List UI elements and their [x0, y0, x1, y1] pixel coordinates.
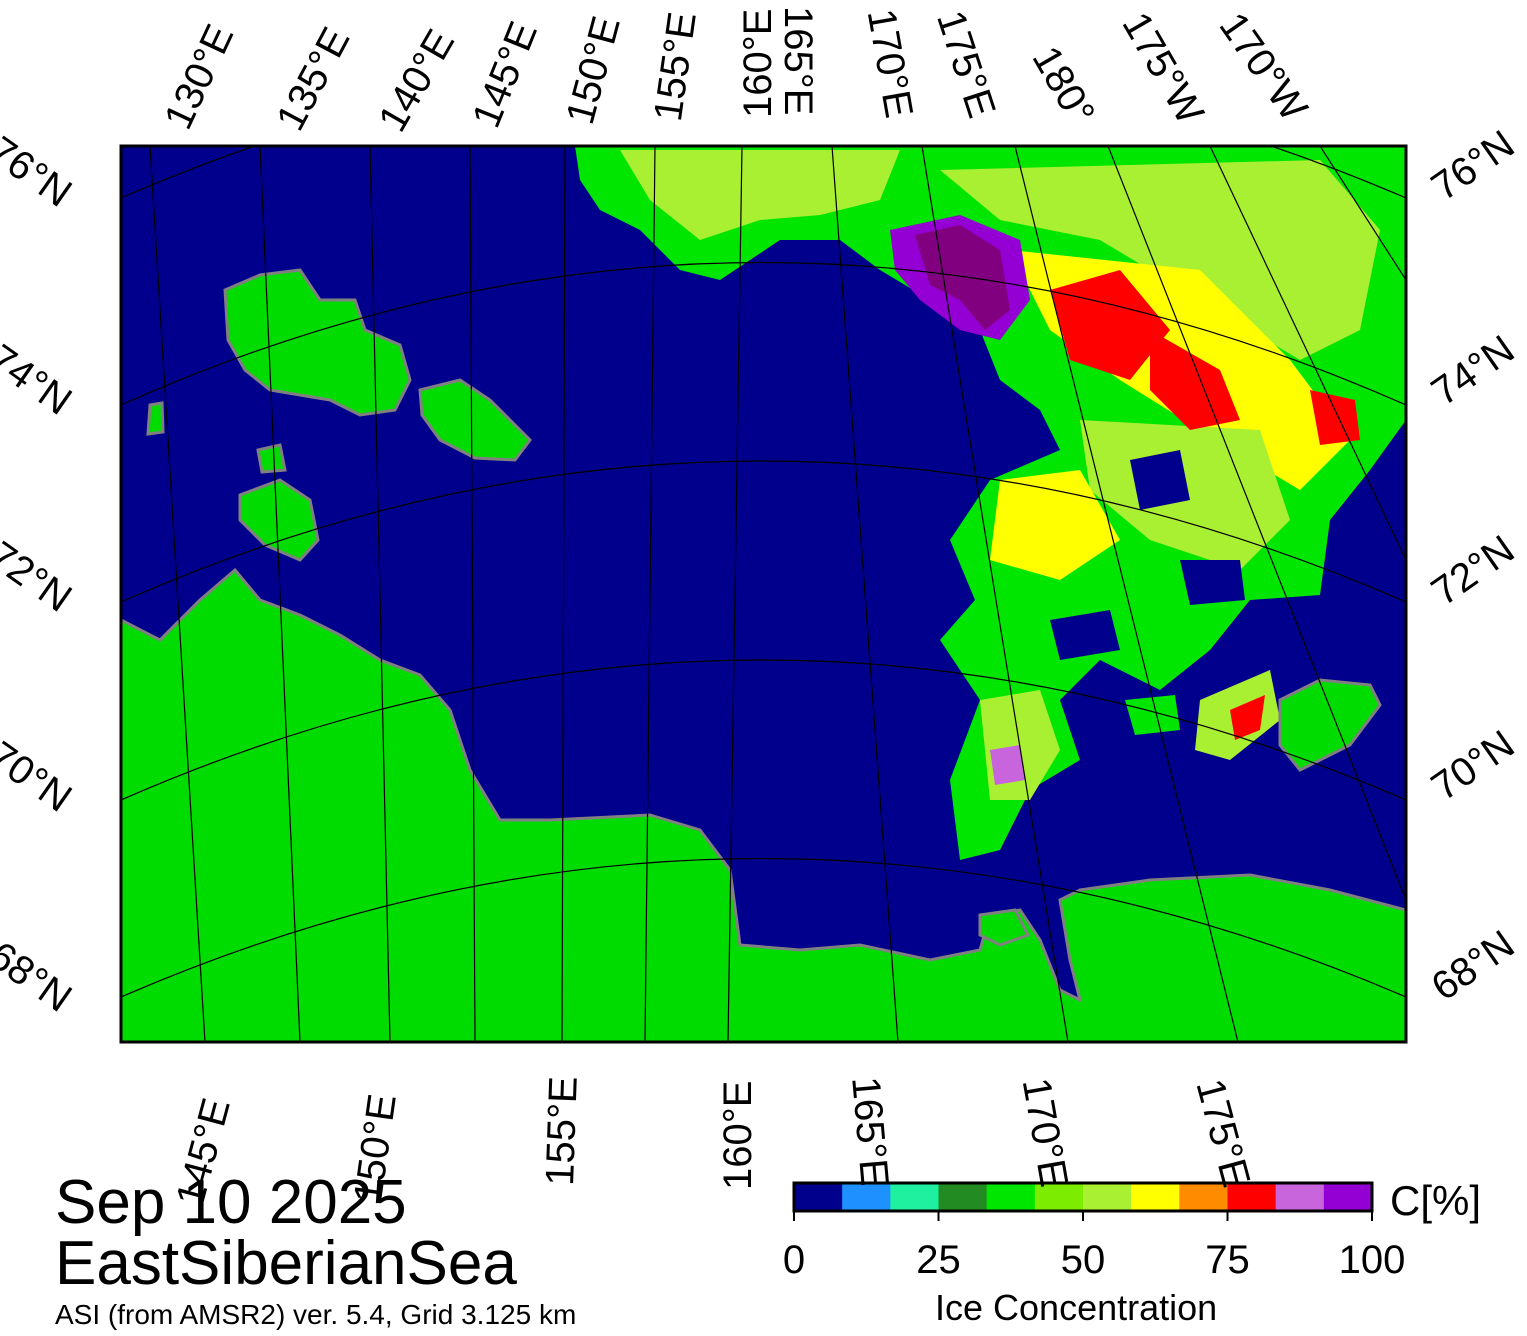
bottom-lon-label: 160°E: [716, 1080, 760, 1190]
colorbar-segment: [1323, 1183, 1373, 1211]
colorbar-title: Ice Concentration: [935, 1287, 1218, 1328]
siberian-mainland: [121, 567, 1406, 1042]
colorbar-segment: [1275, 1183, 1325, 1211]
new-siberia-island: [418, 378, 532, 462]
top-lon-label: 160°E: [736, 8, 780, 118]
bottom-lon-label: 155°E: [538, 1075, 586, 1187]
ayon-island: [978, 908, 1031, 947]
colorbar-segment: [986, 1183, 1036, 1211]
colorbar-segment: [1083, 1183, 1132, 1211]
bolshoy-lyakhovsky-island: [238, 478, 320, 562]
maly-lyakhovsky-island: [256, 443, 287, 474]
graticule: [121, 146, 1406, 1042]
small-island-1: [146, 401, 165, 436]
colorbar-tick-label: 25: [916, 1238, 961, 1282]
wrangel-island: [1278, 678, 1382, 772]
map-frame: [119, 144, 1408, 1044]
colorbar-segment: [794, 1183, 843, 1211]
colorbar-tick-label: 50: [1060, 1238, 1106, 1282]
colorbar-segment: [1131, 1183, 1180, 1211]
colorbar-tick-label: 100: [1338, 1238, 1406, 1282]
map-region: EastSiberianSea: [55, 1229, 517, 1298]
colorbar-unit: C[%]: [1390, 1177, 1482, 1224]
colorbar-segment: [842, 1183, 891, 1211]
colorbar-segment: [890, 1183, 939, 1211]
map-source: ASI (from AMSR2) ver. 5.4, Grid 3.125 km: [55, 1299, 577, 1330]
map-date: Sep 10 2025: [55, 1168, 407, 1237]
colorbar-segment: [1179, 1183, 1228, 1211]
top-lon-label: 165°E: [776, 6, 820, 116]
colorbar-tick-label: 0: [782, 1238, 806, 1282]
colorbar-segment: [938, 1183, 988, 1211]
kotelny-island: [223, 268, 412, 417]
sea-ice-field: [575, 146, 1406, 860]
colorbar: [792, 1181, 1374, 1221]
colorbar-segment: [1034, 1183, 1084, 1211]
colorbar-tick-label: 75: [1205, 1238, 1250, 1282]
colorbar-segment: [1227, 1183, 1277, 1211]
bottom-lon-label: 165°E: [843, 1074, 897, 1188]
land-areas: [121, 268, 1406, 1042]
